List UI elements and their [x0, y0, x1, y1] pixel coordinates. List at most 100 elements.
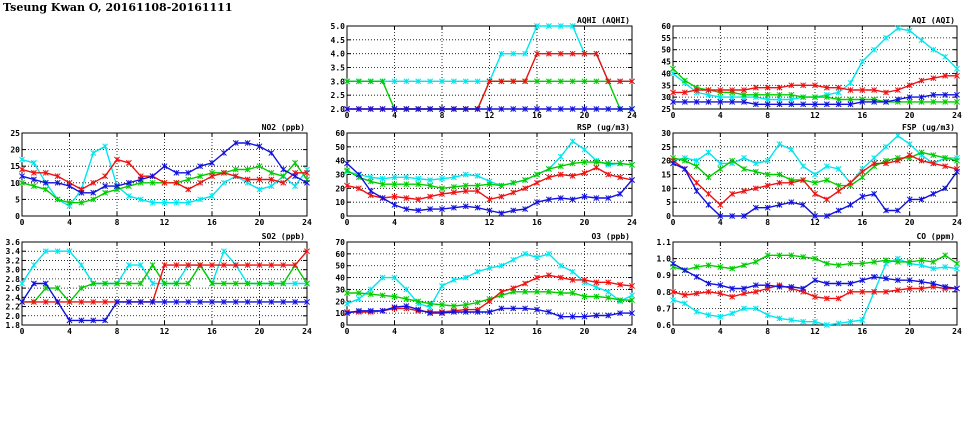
y-tick-label: 60 — [335, 129, 345, 138]
data-point — [534, 288, 540, 295]
data-point — [439, 78, 445, 85]
data-point — [220, 248, 227, 255]
data-point — [670, 89, 676, 96]
data-point — [681, 157, 688, 164]
y-tick-label: 15 — [661, 171, 671, 180]
data-point — [883, 143, 889, 150]
data-point — [522, 185, 529, 192]
data-point — [605, 78, 612, 85]
series-line — [670, 132, 960, 186]
data-point — [693, 179, 700, 186]
data-point — [292, 262, 299, 269]
data-point — [894, 287, 901, 294]
data-point — [439, 282, 445, 289]
data-point — [244, 298, 251, 305]
data-point — [355, 307, 362, 314]
data-point — [776, 252, 783, 259]
data-point — [232, 280, 239, 287]
data-point — [593, 312, 600, 319]
data-point — [569, 172, 576, 179]
x-tick-label: 20 — [580, 327, 590, 336]
data-point — [812, 255, 818, 262]
data-point — [355, 185, 362, 192]
data-point — [557, 290, 564, 296]
data-point — [569, 23, 576, 29]
y-tick-label: 3.0 — [331, 77, 346, 86]
x-tick-label: 0 — [345, 327, 350, 336]
x-tick-label: 0 — [20, 327, 25, 336]
data-point — [581, 193, 588, 200]
data-point — [717, 160, 724, 167]
data-point — [812, 318, 818, 325]
data-point — [486, 78, 493, 85]
data-point — [729, 98, 736, 105]
data-point — [581, 159, 588, 166]
data-point — [66, 298, 73, 305]
data-point — [557, 50, 564, 57]
data-point — [800, 94, 807, 101]
data-point — [894, 157, 901, 164]
data-point — [776, 201, 783, 208]
data-point — [220, 169, 227, 176]
chart-title: FSP (ug/m3) — [902, 123, 955, 132]
data-point — [403, 106, 410, 112]
data-point — [498, 262, 505, 269]
data-point — [617, 297, 624, 304]
data-point — [379, 78, 386, 85]
chart-aqhi: 0 4 8 12 16 20 24 2.0 2.5 3.0 3.5 4.0 4.5 5.0 AQHI (AQ… — [331, 16, 637, 120]
data-point — [812, 179, 818, 186]
data-point — [717, 263, 724, 270]
y-tick-label: 40 — [661, 69, 671, 78]
data-point — [474, 182, 481, 189]
data-point — [114, 280, 120, 287]
data-point — [534, 106, 540, 112]
data-point — [256, 262, 263, 269]
data-point — [462, 309, 469, 315]
data-point — [717, 166, 724, 172]
data-point — [304, 179, 310, 186]
data-point — [292, 280, 299, 287]
data-point — [729, 87, 736, 93]
data-point — [403, 181, 410, 188]
data-point — [859, 87, 866, 93]
series-line — [670, 160, 960, 219]
data-point — [427, 206, 434, 213]
data-point — [835, 182, 842, 189]
data-point — [800, 101, 807, 108]
data-point — [185, 186, 192, 193]
data-point — [569, 313, 576, 320]
data-point — [173, 280, 180, 287]
data-point — [379, 181, 386, 188]
data-point — [344, 290, 350, 296]
y-tick-label: 2.4 — [6, 293, 21, 302]
data-point — [906, 82, 913, 89]
data-point — [930, 152, 937, 159]
x-tick-label: 16 — [532, 327, 542, 336]
data-point — [557, 195, 564, 201]
data-point — [30, 183, 37, 190]
data-point — [930, 265, 937, 272]
data-point — [894, 258, 901, 265]
data-point — [427, 193, 434, 200]
y-tick-label: 30 — [661, 93, 671, 102]
data-point — [741, 305, 747, 312]
data-point — [125, 298, 132, 305]
data-point — [729, 293, 736, 300]
x-tick-label: 24 — [952, 327, 962, 336]
y-tick-label: 55 — [661, 34, 671, 43]
data-point — [19, 173, 25, 180]
data-point — [954, 91, 960, 98]
data-point — [403, 206, 410, 213]
data-point — [670, 260, 676, 267]
data-point — [367, 188, 374, 195]
data-point — [474, 204, 481, 211]
data-point — [403, 295, 410, 302]
data-point — [367, 286, 374, 293]
data-point — [280, 262, 287, 269]
data-point — [752, 84, 759, 91]
y-tick-label: 30 — [335, 285, 345, 294]
data-point — [355, 78, 362, 85]
x-tick-label: 16 — [207, 327, 217, 336]
x-tick-label: 0 — [671, 111, 676, 120]
data-point — [918, 278, 925, 285]
